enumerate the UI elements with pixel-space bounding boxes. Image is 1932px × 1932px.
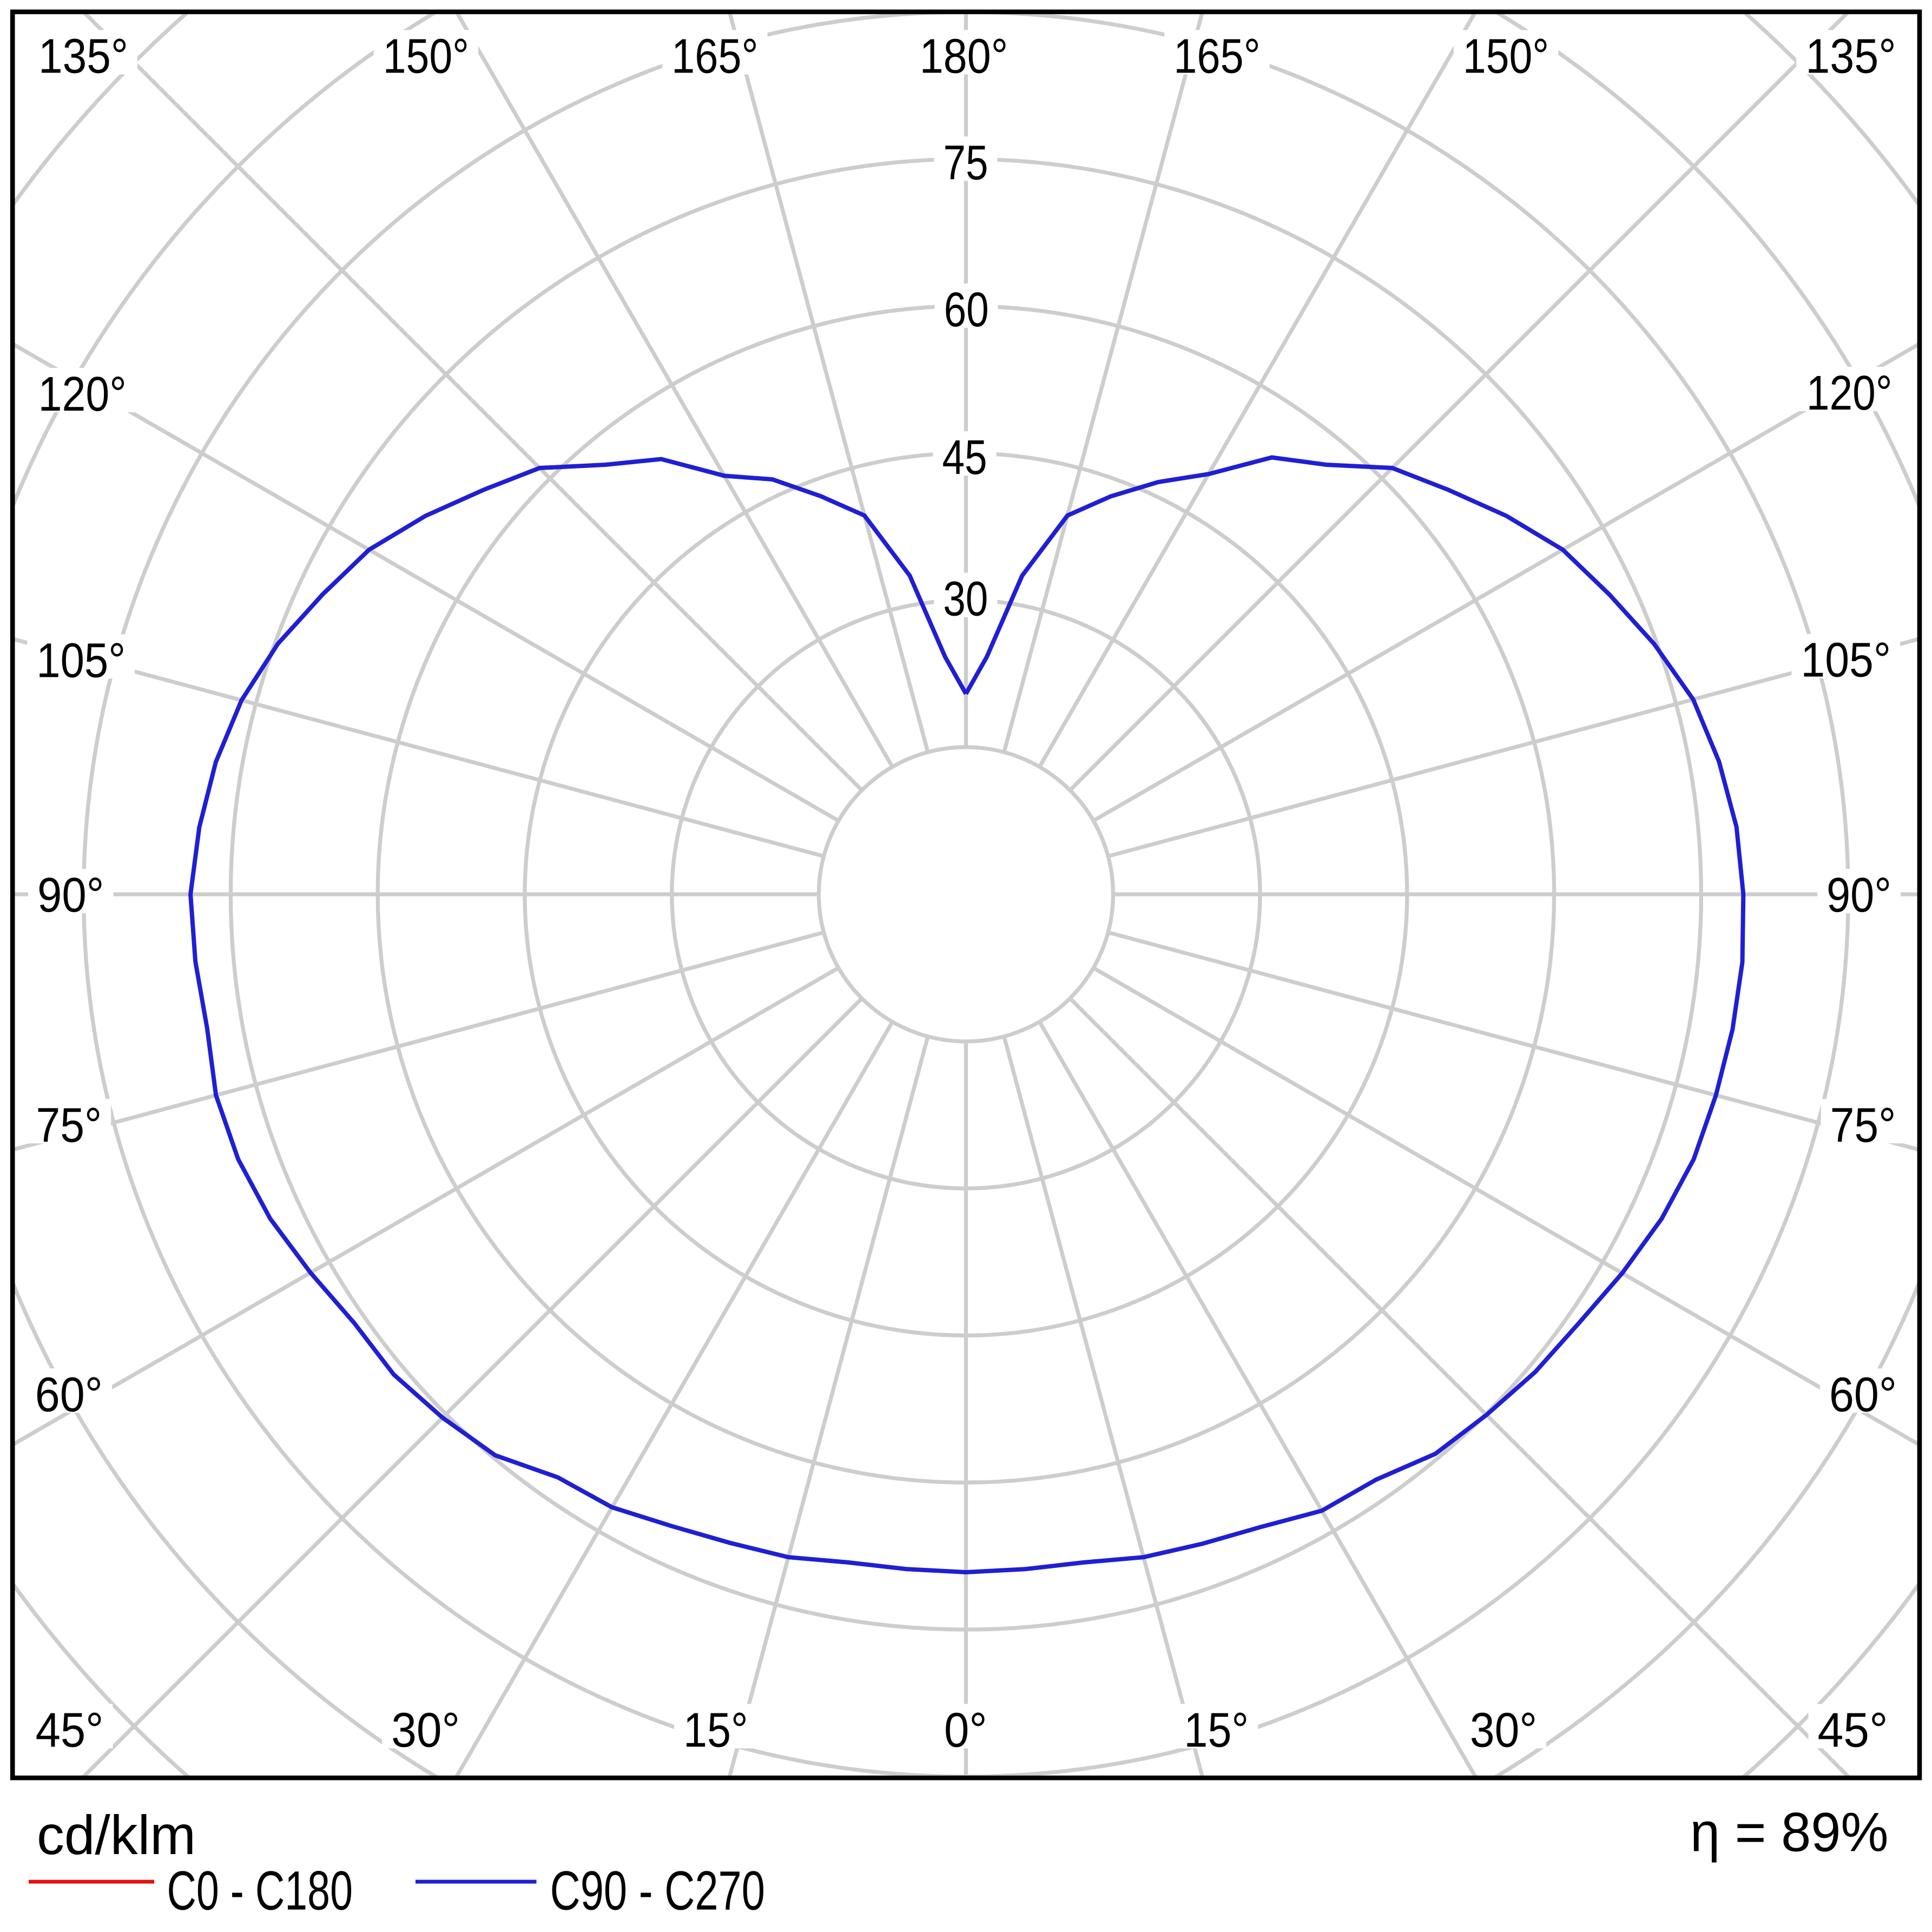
svg-text:150°: 150°	[1463, 30, 1549, 84]
svg-text:120°: 120°	[1806, 366, 1893, 420]
svg-text:90°: 90°	[37, 868, 104, 922]
svg-text:60°: 60°	[35, 1368, 103, 1422]
svg-text:45°: 45°	[1818, 1704, 1888, 1758]
svg-text:180°: 180°	[920, 30, 1008, 84]
svg-text:0°: 0°	[944, 1704, 987, 1758]
svg-text:105°: 105°	[1801, 634, 1891, 688]
svg-text:30: 30	[943, 572, 988, 627]
svg-text:15°: 15°	[1184, 1704, 1249, 1758]
svg-text:C0 - C180: C0 - C180	[167, 1860, 353, 1921]
svg-text:75°: 75°	[36, 1098, 102, 1152]
svg-text:150°: 150°	[383, 30, 469, 84]
svg-text:120°: 120°	[38, 367, 127, 421]
svg-text:15°: 15°	[683, 1704, 748, 1758]
svg-text:60°: 60°	[1829, 1368, 1897, 1422]
svg-text:60: 60	[944, 283, 989, 337]
svg-text:165°: 165°	[1173, 30, 1261, 84]
svg-text:105°: 105°	[36, 634, 126, 688]
svg-text:30°: 30°	[391, 1704, 460, 1758]
svg-text:cd/klm: cd/klm	[37, 1804, 196, 1866]
svg-text:135°: 135°	[1805, 30, 1896, 84]
svg-text:45°: 45°	[36, 1704, 104, 1758]
svg-text:135°: 135°	[38, 30, 128, 84]
svg-text:30°: 30°	[1470, 1704, 1537, 1758]
svg-text:75: 75	[944, 136, 988, 190]
svg-text:45: 45	[942, 431, 987, 485]
svg-text:η = 89%: η = 89%	[1690, 1802, 1889, 1863]
svg-text:75°: 75°	[1830, 1098, 1896, 1152]
svg-text:C90 - C270: C90 - C270	[550, 1860, 765, 1921]
svg-text:165°: 165°	[671, 30, 759, 84]
svg-text:90°: 90°	[1827, 868, 1891, 922]
